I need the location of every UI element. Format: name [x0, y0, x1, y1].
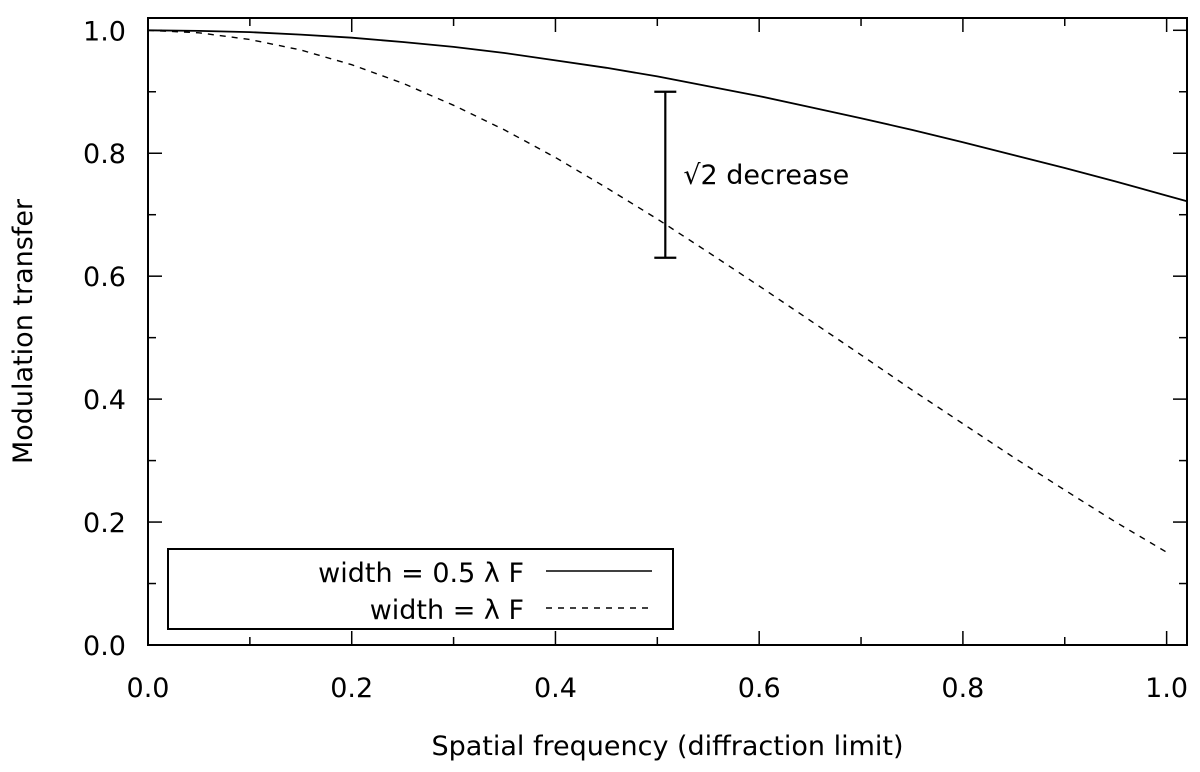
y-axis-label: Modulation transfer: [8, 198, 39, 464]
legend: width = 0.5 λ F width = λ F: [167, 548, 674, 630]
x-tick-label: 0.8: [941, 673, 984, 704]
y-tick-label: 0.2: [83, 508, 126, 539]
legend-label-solid: width = 0.5 λ F: [318, 558, 524, 589]
y-tick-label: 0.0: [83, 631, 126, 662]
x-tick-labels: 0.0 0.2 0.4 0.6 0.8 1.0: [127, 673, 1189, 704]
y-tick-labels: 0.0 0.2 0.4 0.6 0.8 1.0: [83, 16, 126, 662]
x-axis-label: Spatial frequency (diffraction limit): [431, 731, 903, 762]
y-tick-label: 0.6: [83, 262, 126, 293]
x-tick-label: 0.6: [738, 673, 781, 704]
y-tick-label: 1.0: [83, 16, 126, 47]
series-dashed-line: [147, 29, 1167, 553]
x-tick-label: 0.0: [127, 673, 170, 704]
legend-box: [167, 548, 674, 630]
annotation-label: √2 decrease: [683, 160, 849, 191]
annotation: √2 decrease: [654, 90, 849, 259]
x-tick-label: 1.0: [1145, 673, 1188, 704]
series-layer: [147, 29, 1188, 553]
y-tick-label: 0.8: [83, 139, 126, 170]
legend-label-dashed: width = λ F: [370, 595, 524, 626]
x-tick-label: 0.4: [534, 673, 577, 704]
plot-frame: [147, 17, 1188, 646]
x-tick-label: 0.2: [330, 673, 373, 704]
y-tick-label: 0.4: [83, 385, 126, 416]
series-solid-line: [147, 29, 1188, 203]
